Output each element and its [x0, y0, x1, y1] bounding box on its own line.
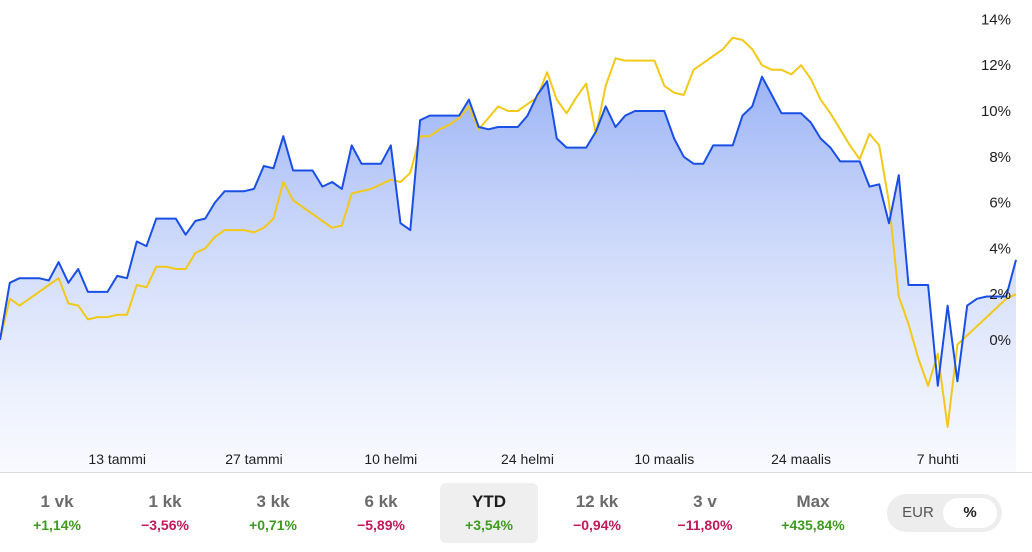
benchmark-line — [0, 36, 1017, 428]
period-label: 1 kk — [148, 492, 182, 511]
period-3y-button[interactable]: 3 v −11,80% — [656, 483, 754, 543]
period-change: −5,89% — [357, 517, 405, 533]
x-tick-label: 7 huhti — [917, 451, 959, 467]
fund-area-fill — [0, 76, 1016, 472]
period-label: 1 vk — [40, 492, 74, 511]
y-tick-label: 0% — [989, 332, 1011, 349]
period-label: YTD — [472, 492, 506, 511]
period-selector-bar: 1 vk +1,14% 1 kk −3,56% 3 kk +0,71% 6 kk… — [0, 472, 1032, 552]
period-change: +1,14% — [33, 517, 81, 533]
x-tick-label: 27 tammi — [225, 451, 283, 467]
period-label: Max — [796, 492, 830, 511]
fund-line — [0, 75, 1017, 387]
y-tick-label: 12% — [981, 57, 1011, 74]
y-tick-label: 4% — [989, 240, 1011, 257]
period-1w-button[interactable]: 1 vk +1,14% — [8, 483, 106, 543]
period-6m-button[interactable]: 6 kk −5,89% — [332, 483, 430, 543]
period-label: 6 kk — [364, 492, 398, 511]
period-change: −0,94% — [573, 517, 621, 533]
x-tick-label: 24 maalis — [771, 451, 831, 467]
x-tick-label: 13 tammi — [88, 451, 146, 467]
y-tick-label: 6% — [989, 195, 1011, 212]
period-label: 3 v — [693, 492, 717, 511]
x-tick-label: 24 helmi — [501, 451, 554, 467]
y-tick-label: 10% — [981, 103, 1011, 120]
percent-toggle-option[interactable]: % — [943, 498, 997, 528]
x-tick-label: 10 helmi — [364, 451, 417, 467]
period-change: −3,56% — [141, 517, 189, 533]
period-ytd-button[interactable]: YTD +3,54% — [440, 483, 538, 543]
period-change: +3,54% — [465, 517, 513, 533]
period-change: +0,71% — [249, 517, 297, 533]
period-3m-button[interactable]: 3 kk +0,71% — [224, 483, 322, 543]
period-label: 12 kk — [575, 492, 619, 511]
unit-toggle: EUR % — [887, 494, 1002, 532]
period-change: +435,84% — [781, 517, 845, 533]
y-tick-label: 8% — [989, 149, 1011, 166]
period-change: −11,80% — [677, 517, 733, 533]
period-label: 3 kk — [256, 492, 290, 511]
performance-chart: 14% 12% 10% 8% 6% 4% 2% 0% 13 tammi 27 tammi 10 h… — [0, 11, 1017, 472]
period-1m-button[interactable]: 1 kk −3,56% — [116, 483, 214, 543]
period-max-button[interactable]: Max +435,84% — [764, 483, 862, 543]
y-tick-label: 14% — [981, 11, 1011, 28]
x-tick-label: 10 maalis — [634, 451, 694, 467]
y-tick-label: 2% — [989, 286, 1011, 303]
period-12m-button[interactable]: 12 kk −0,94% — [548, 483, 646, 543]
eur-toggle-option[interactable]: EUR — [902, 504, 934, 521]
